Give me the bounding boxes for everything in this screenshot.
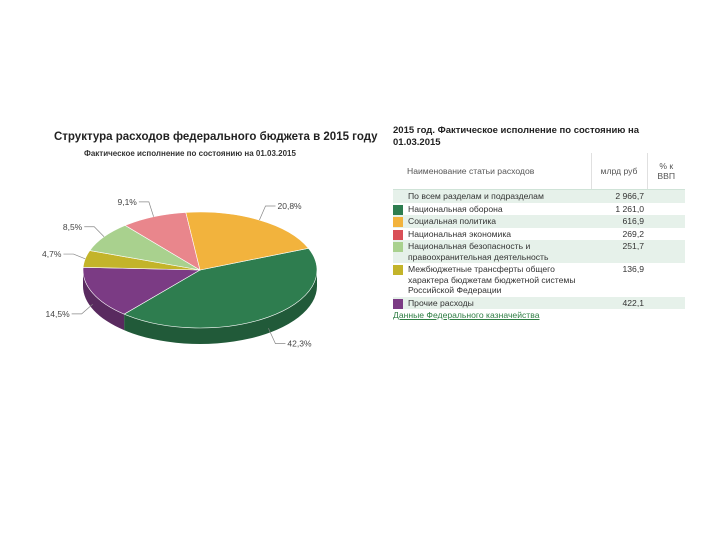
pie-label-leader xyxy=(84,226,105,238)
pie-label-leader xyxy=(63,253,86,260)
row-swatch-cell xyxy=(393,189,405,203)
expenses-table-panel: 2015 год. Фактическое исполнение по сост… xyxy=(393,125,688,320)
chart-title: Структура расходов федерального бюджета … xyxy=(54,131,378,143)
pie-slice-side xyxy=(83,270,125,331)
legend-swatch xyxy=(393,217,403,227)
row-value: 616,9 xyxy=(591,215,647,228)
row-value: 1 261,0 xyxy=(615,203,644,214)
pie-label-leader xyxy=(259,205,276,221)
legend-swatch xyxy=(393,204,403,215)
row-percent xyxy=(647,263,685,297)
legend-swatch xyxy=(393,298,403,309)
table-title: 2015 год. Фактическое исполнение по сост… xyxy=(393,125,640,148)
table-row: Национальная безопасность и правоохранит… xyxy=(393,240,685,263)
row-percent xyxy=(647,240,685,263)
row-percent xyxy=(647,203,685,216)
pie-slice-label: 42,3% xyxy=(287,339,312,349)
pie-slice-label: 14,5% xyxy=(46,309,71,319)
row-value: 269,2 xyxy=(622,228,644,239)
row-name: Национальная безопасность и правоохранит… xyxy=(405,240,591,263)
pie-chart-panel: 42,3% 14,5% 4,7% 8,5% 9,1% 20,8% Структура ра… xyxy=(30,125,380,385)
table-row: Национальная экономика 269,2 xyxy=(393,228,685,241)
row-percent xyxy=(647,228,685,241)
pie-slice xyxy=(185,211,310,271)
table-row: Социальная политика 616,9 xyxy=(393,215,685,228)
header-percent: % к ВВП xyxy=(646,153,685,190)
row-swatch-cell xyxy=(393,296,405,309)
table-row: Прочие расходы 422,1 xyxy=(393,296,685,309)
header-name: Наименование статьи расходов xyxy=(393,153,591,190)
row-name: Социальная политика xyxy=(405,215,591,228)
row-swatch-cell xyxy=(393,263,405,297)
table-row: Межбюджетные трансферты общего характера… xyxy=(393,263,685,297)
legend-swatch xyxy=(393,265,403,275)
row-value: 2 966,7 xyxy=(591,189,647,203)
legend-swatch xyxy=(393,242,403,252)
pie-slice-label: 20,8% xyxy=(278,201,303,211)
pie-label-leader xyxy=(71,304,93,315)
table-row: По всем разделам и подразделам 2 966,7 xyxy=(393,189,685,203)
pie-slice-label: 9,1% xyxy=(117,197,137,207)
source-link[interactable]: Данные Федерального казначейства xyxy=(393,310,540,320)
chart-subtitle: Фактическое исполнение по состоянию на 0… xyxy=(84,149,296,158)
pie-slice-side xyxy=(124,270,318,344)
row-percent xyxy=(647,296,685,309)
row-percent xyxy=(647,215,685,228)
row-value: 422,1 xyxy=(591,296,647,309)
row-name: Национальная экономика xyxy=(408,228,512,239)
table-header-row: Наименование статьи расходов млрд руб % … xyxy=(393,153,685,190)
row-name: Межбюджетные трансферты общего характера… xyxy=(408,264,576,295)
row-swatch-cell xyxy=(393,215,405,228)
pie-chart: 42,3% 14,5% 4,7% 8,5% 9,1% 20,8% xyxy=(42,197,318,349)
pie-slice-label: 4,7% xyxy=(42,249,62,259)
pie-slice xyxy=(123,247,318,329)
header-value: млрд руб xyxy=(590,153,647,190)
row-name: Национальная оборона xyxy=(408,203,503,214)
pie-slice-label: 8,5% xyxy=(63,222,83,232)
row-percent xyxy=(647,189,685,203)
row-name: Прочие расходы xyxy=(405,296,591,309)
pie-label-leader xyxy=(268,328,286,344)
legend-swatch xyxy=(393,229,403,240)
row-value: 251,7 xyxy=(591,240,647,263)
expenses-table: Наименование статьи расходов млрд руб % … xyxy=(393,153,685,309)
legend-swatch xyxy=(393,192,403,202)
pie-label-leader xyxy=(138,201,154,217)
row-swatch-cell xyxy=(393,203,405,216)
row-value: 136,9 xyxy=(622,264,644,274)
row-name: По всем разделам и подразделам xyxy=(405,189,591,203)
table-row: Национальная оборона 1 261,0 xyxy=(393,203,685,216)
row-swatch-cell xyxy=(393,228,405,241)
pie-slice xyxy=(82,266,202,315)
row-swatch-cell xyxy=(393,240,405,263)
